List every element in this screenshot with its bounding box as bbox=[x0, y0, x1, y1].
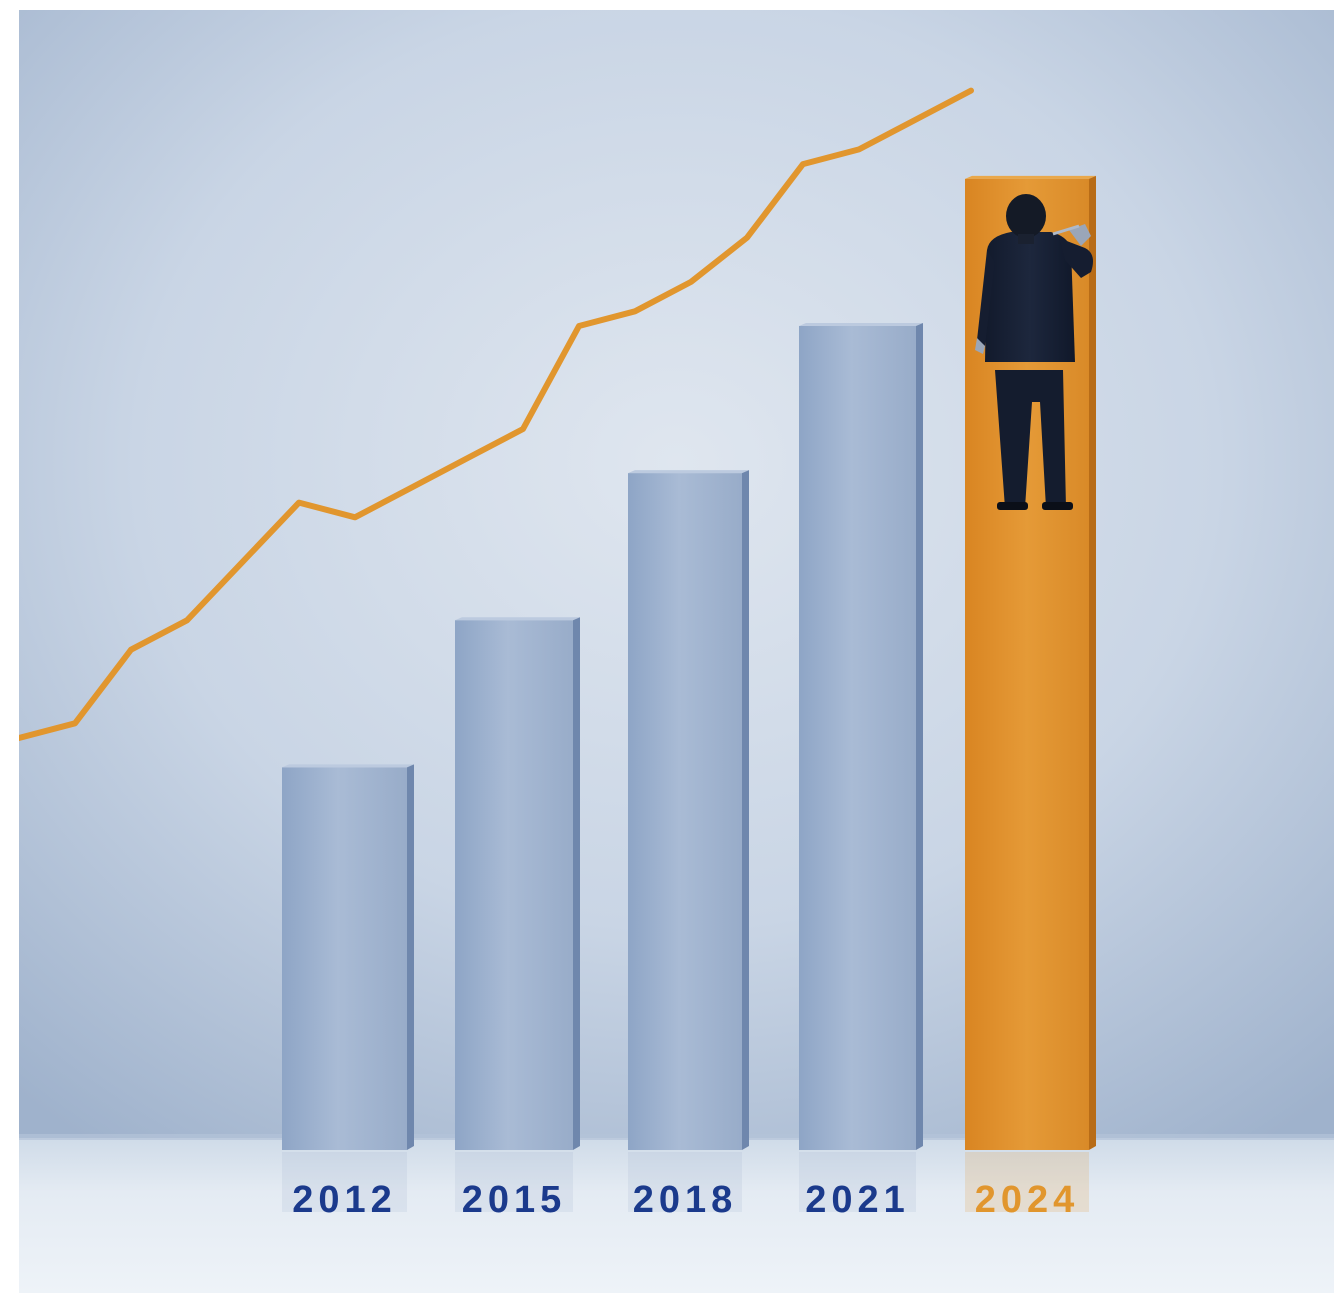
bar-side-2024 bbox=[1089, 175, 1096, 1150]
bar-reflection-2021 bbox=[799, 1152, 916, 1212]
bar-reflection-2018 bbox=[628, 1152, 742, 1212]
bar-top-2015 bbox=[455, 617, 580, 621]
businessman-right-shoe bbox=[1042, 502, 1073, 510]
businessman-left-shoe bbox=[997, 502, 1028, 510]
marker-pen bbox=[1052, 224, 1080, 236]
businessman-left-hand bbox=[975, 338, 985, 354]
trend-line bbox=[19, 87, 974, 741]
bar-2012 bbox=[282, 767, 407, 1150]
businessman-jacket bbox=[985, 232, 1075, 362]
year-label-2018: 2018 bbox=[632, 1179, 738, 1221]
bar-top-2021 bbox=[799, 323, 923, 326]
businessman-head bbox=[1006, 194, 1046, 238]
bar-top-2012 bbox=[282, 764, 414, 768]
businessman-left-arm bbox=[977, 250, 995, 346]
businessman-right-hand bbox=[1069, 224, 1091, 246]
bar-2015 bbox=[455, 620, 573, 1150]
bar-side-2015 bbox=[573, 617, 580, 1150]
businessman-drawing-figure bbox=[975, 194, 1093, 510]
bar-2021 bbox=[799, 326, 916, 1150]
bar-top-2018 bbox=[628, 470, 749, 474]
bar-top-2024 bbox=[965, 175, 1096, 179]
year-label-2015: 2015 bbox=[461, 1179, 567, 1221]
businessman-right-arm bbox=[1059, 238, 1093, 278]
bar-side-2021 bbox=[916, 323, 923, 1150]
bar-side-2012 bbox=[407, 764, 414, 1150]
bar-reflection-2015 bbox=[455, 1152, 573, 1212]
photo-frame: 2012 2015 2018 2021 2024 bbox=[19, 10, 1334, 1293]
year-label-2012: 2012 bbox=[292, 1179, 397, 1221]
floor bbox=[19, 1138, 1334, 1293]
bar-reflection-2012 bbox=[282, 1152, 407, 1212]
year-label-2021: 2021 bbox=[805, 1179, 910, 1221]
bar-2018 bbox=[628, 473, 742, 1151]
growth-chart-scene bbox=[19, 10, 1334, 1293]
businessman-legs bbox=[995, 370, 1066, 508]
businessman-neck bbox=[1018, 234, 1034, 244]
bar-reflection-2024 bbox=[965, 1152, 1089, 1212]
year-label-2024: 2024 bbox=[974, 1179, 1080, 1221]
bar-side-2018 bbox=[742, 470, 749, 1151]
